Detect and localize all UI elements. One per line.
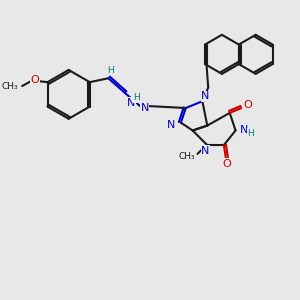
Text: N: N	[127, 98, 135, 108]
Text: O: O	[30, 75, 39, 85]
Text: H: H	[133, 93, 140, 102]
Text: O: O	[222, 159, 231, 169]
Text: N: N	[201, 146, 209, 156]
Text: N: N	[167, 120, 175, 130]
Text: N: N	[239, 125, 248, 136]
Text: CH₃: CH₃	[179, 152, 196, 161]
Text: H: H	[247, 129, 254, 138]
Text: N: N	[201, 91, 209, 101]
Text: H: H	[107, 66, 114, 75]
Text: CH₃: CH₃	[2, 82, 18, 91]
Text: O: O	[243, 100, 252, 110]
Text: N: N	[140, 103, 149, 112]
